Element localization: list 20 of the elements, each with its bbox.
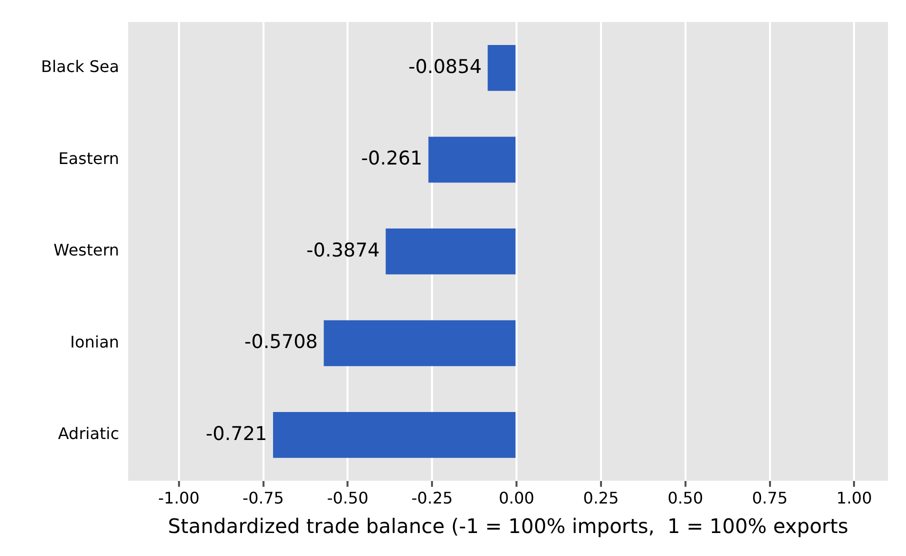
x-tick-label: -0.25 (411, 488, 453, 508)
x-tick-label: 0.00 (498, 488, 534, 508)
data-label: -0.721 (206, 422, 268, 445)
y-tick-label: Adriatic (58, 424, 120, 444)
x-tick-label: 1.00 (836, 488, 872, 508)
x-tick-label: 0.75 (752, 488, 788, 508)
y-tick-label: Eastern (58, 148, 120, 168)
x-tick-label: -0.75 (242, 488, 284, 508)
x-tick-label: 0.50 (668, 488, 704, 508)
y-tick-label: Ionian (70, 332, 120, 352)
x-tick-label: -0.50 (326, 488, 368, 508)
x-tick-label: -1.00 (158, 488, 200, 508)
x-axis-title: Standardized trade balance (-1 = 100% imports, 1 = 100% exports (168, 514, 848, 538)
x-tick-label: 0.25 (583, 488, 619, 508)
data-label: -0.261 (361, 148, 422, 170)
data-label: -0.3874 (306, 239, 380, 262)
y-tick-label: Black Sea (40, 57, 120, 76)
data-label: -0.5708 (244, 331, 318, 354)
y-tick-label: Western (54, 240, 120, 260)
data-label: -0.0854 (408, 56, 482, 78)
